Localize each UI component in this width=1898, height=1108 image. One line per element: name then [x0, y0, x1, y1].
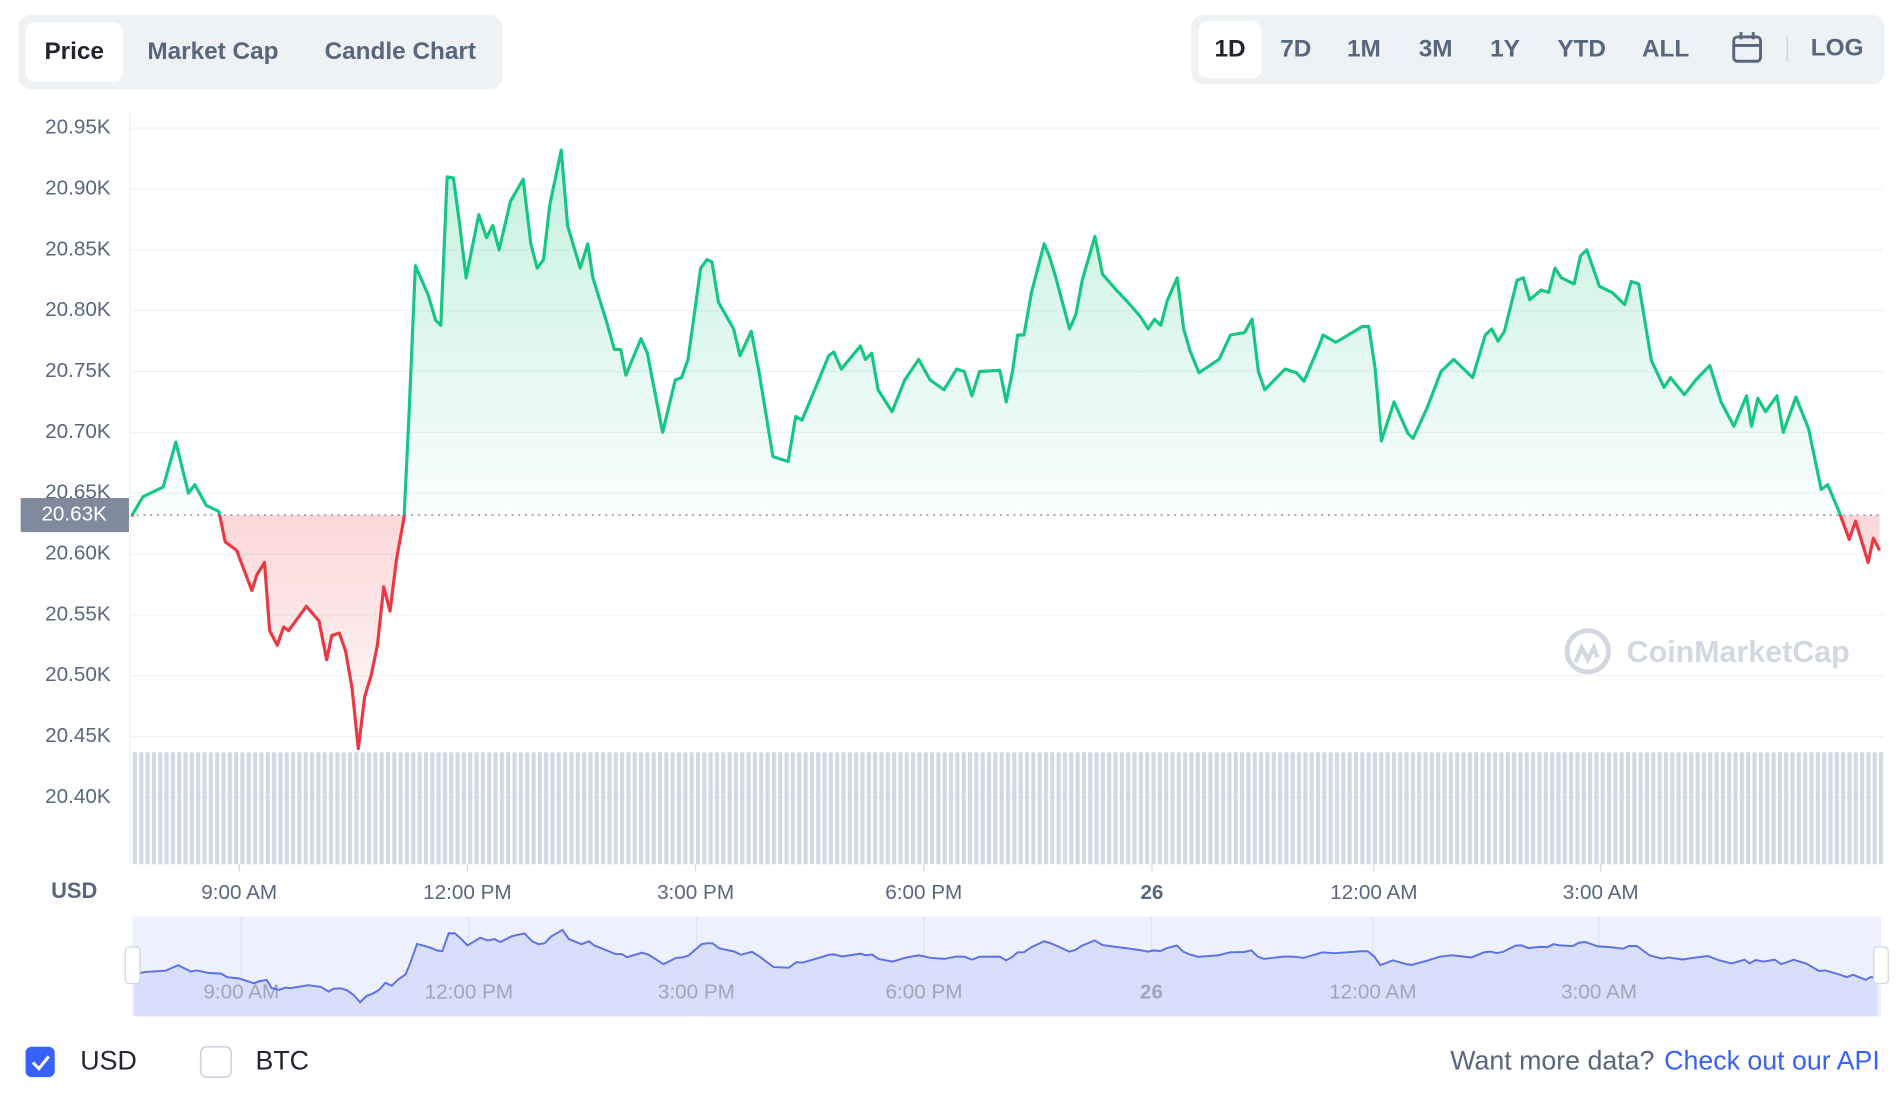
y-tick-label: 20.70K: [45, 420, 111, 443]
active-tab-bg: [25, 22, 123, 82]
navigator-tick-label: 12:00 AM: [1329, 981, 1416, 1004]
y-tick-label: 20.40K: [45, 785, 111, 808]
checkmark: [31, 1055, 50, 1071]
range-button[interactable]: 3M: [1419, 36, 1453, 63]
x-tick-label: 12:00 AM: [1330, 881, 1417, 904]
api-link[interactable]: Check out our API: [1664, 1046, 1880, 1076]
navigator-tick-label: 6:00 PM: [885, 981, 962, 1004]
x-tick-label: 9:00 AM: [201, 881, 277, 904]
range-button[interactable]: YTD: [1557, 36, 1606, 63]
tab[interactable]: Candle Chart: [325, 38, 476, 65]
x-tick-label: 3:00 AM: [1563, 881, 1639, 904]
tab[interactable]: Market Cap: [147, 38, 278, 65]
navigator-line: [133, 928, 1878, 1004]
current-price-bg: [20, 498, 129, 533]
x-tick-label: 26: [1140, 881, 1163, 904]
navigator-tick-label: 3:00 PM: [658, 981, 735, 1004]
y-tick-label: 20.55K: [45, 602, 111, 625]
navigator-tick-label: 12:00 PM: [425, 981, 513, 1004]
range-button[interactable]: 1M: [1347, 36, 1381, 63]
navigator-tick-label: 9:00 AM: [203, 981, 279, 1004]
y-tick-label: 20.75K: [45, 359, 111, 382]
log-button[interactable]: LOG: [1811, 35, 1864, 62]
tab[interactable]: Price: [44, 38, 104, 65]
current-price-label: 20.63K: [41, 503, 107, 526]
navigator-area: [133, 929, 1878, 1017]
tab-bar: [18, 15, 503, 90]
y-tick-label: 20.45K: [45, 724, 111, 747]
price-area: [131, 150, 1880, 749]
y-tick-label: 20.50K: [45, 663, 111, 686]
range-button[interactable]: 1Y: [1490, 36, 1520, 63]
range-button[interactable]: 1D: [1214, 36, 1245, 63]
checkbox[interactable]: [199, 1045, 233, 1079]
range-button[interactable]: ALL: [1642, 36, 1689, 63]
x-tick-label: 12:00 PM: [423, 881, 511, 904]
navigator-handle[interactable]: [1873, 946, 1889, 985]
y-tick-label: 20.80K: [45, 298, 111, 321]
y-tick-label: 20.95K: [45, 116, 111, 139]
watermark-text: CoinMarketCap: [1627, 635, 1850, 669]
x-tick-label: 3:00 PM: [657, 881, 734, 904]
navigator-handle[interactable]: [124, 946, 141, 985]
axis-unit: USD: [51, 878, 97, 903]
watermark: CoinMarketCap: [1564, 628, 1850, 675]
y-tick-label: 20.65K: [45, 481, 111, 504]
checkbox-label[interactable]: USD: [80, 1046, 136, 1076]
active-range-bg: [1198, 21, 1262, 79]
y-tick-label: 20.90K: [45, 176, 111, 199]
y-tick-label: 20.60K: [45, 541, 111, 564]
volume-bars: [130, 752, 1884, 865]
footer-note: Want more data? Check out our API: [1450, 1046, 1880, 1076]
more-data: Want more data?: [1450, 1046, 1654, 1076]
checkbox-label[interactable]: BTC: [255, 1046, 308, 1076]
checkbox[interactable]: [25, 1046, 55, 1078]
y-tick-label: 20.85K: [45, 237, 111, 260]
navigator-tick-label: 3:00 AM: [1561, 981, 1637, 1004]
price-line: [130, 148, 1882, 751]
x-tick-label: 6:00 PM: [885, 881, 962, 904]
range-button[interactable]: 7D: [1280, 36, 1311, 63]
navigator-tick-label: 26: [1140, 981, 1163, 1004]
calendar-icon[interactable]: [1732, 32, 1762, 63]
range-bar: [1191, 15, 1885, 85]
